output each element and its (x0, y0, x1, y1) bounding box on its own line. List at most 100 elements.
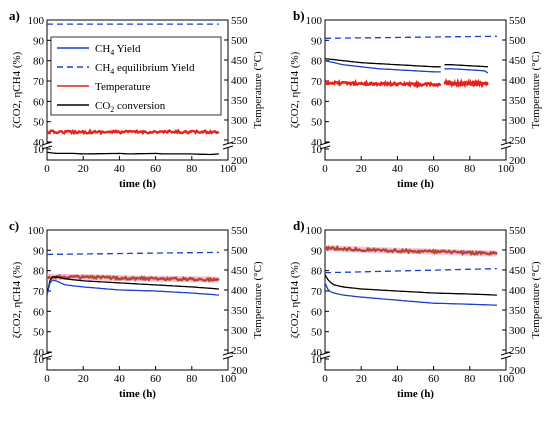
x-tick-label: 0 (322, 163, 328, 175)
axis-break-mask (320, 143, 330, 148)
x-tick-label: 100 (498, 163, 515, 175)
y-tick-label: 10 (33, 354, 45, 366)
y-tick-label: 80 (311, 266, 323, 278)
y2-tick-label: 500 (509, 245, 526, 257)
x-tick-label: 40 (114, 373, 126, 385)
y-tick-label: 50 (311, 327, 323, 339)
legend-label-main: CO (95, 100, 110, 112)
y2-tick-label: 350 (231, 95, 248, 107)
chart-panel-4: 0 20 40 60 80 1001040506070809010020025030035… (289, 218, 542, 400)
y2-tick-label: 350 (231, 305, 248, 317)
y2-tick-label: 300 (509, 115, 526, 127)
y2-tick-label: 550 (231, 225, 248, 237)
y-tick-label: 60 (311, 306, 323, 318)
y2-tick-label: 250 (231, 345, 248, 357)
y2-tick-label: 400 (509, 285, 526, 297)
y-tick-label: 70 (311, 286, 323, 298)
y-tick-label: 90 (311, 245, 323, 257)
x-tick-label: 40 (392, 373, 404, 385)
y2-axis-title: Temperature (°C) (530, 261, 542, 339)
x-tick-label: 0 (322, 373, 328, 385)
x-tick-label: 80 (464, 163, 476, 175)
x-tick-label: 20 (78, 163, 90, 175)
y-tick-label: 50 (33, 327, 45, 339)
y-tick-label: 40 (311, 347, 323, 359)
y-tick-label: 60 (33, 306, 45, 318)
y2-tick-label: 250 (509, 345, 526, 357)
y2-tick-label: 250 (509, 135, 526, 147)
series-line-co2-conversion (324, 274, 497, 296)
y-tick-label: 10 (33, 144, 45, 156)
series-line-co2-conversion (46, 276, 219, 296)
y2-tick-label: 200 (509, 155, 526, 167)
series-line-ch4-yield (324, 282, 497, 306)
y2-tick-label: 300 (509, 325, 526, 337)
y2-tick-label: 250 (231, 135, 248, 147)
chart-panel-3: 0 20 40 60 80 1001040506070809010020025030035… (9, 218, 264, 400)
y2-tick-label: 400 (231, 285, 248, 297)
legend-label-main: CH (95, 43, 110, 55)
x-tick-label: 20 (356, 163, 368, 175)
axis-break-mark (500, 141, 512, 146)
axis-break-mark (222, 145, 234, 150)
y2-tick-label: 200 (231, 365, 248, 377)
x-axis-title: time (h) (397, 388, 434, 400)
axis-break-mark (222, 351, 234, 356)
legend-label-tail: Yield (114, 43, 141, 55)
y-tick-label: 80 (311, 56, 323, 68)
y2-tick-label: 450 (231, 55, 248, 67)
x-tick-label: 80 (186, 163, 198, 175)
y-tick-label: 50 (33, 117, 45, 129)
series-line-co2-conversion-restart- (444, 64, 488, 68)
y-tick-label: 100 (306, 225, 323, 237)
x-tick-label: 100 (220, 163, 237, 175)
series-line-ch4-yield-restart- (444, 68, 489, 74)
y2-tick-label: 550 (231, 15, 248, 27)
y2-tick-label: 200 (509, 365, 526, 377)
panel-label: c) (9, 218, 19, 233)
x-tick-label: 60 (150, 373, 162, 385)
y-tick-label: 80 (33, 266, 45, 278)
series-line-temperature-restart- (443, 77, 489, 89)
legend-label: CO2 conversion (95, 100, 166, 114)
x-tick-label: 60 (150, 163, 162, 175)
series-line-co2-conversion (46, 151, 219, 156)
x-tick-label: 80 (186, 373, 198, 385)
series-line-ch4-equilibrium-yield (324, 267, 497, 274)
y-tick-label: 10 (311, 354, 323, 366)
axis-break-mark (41, 145, 53, 150)
y2-tick-label: 300 (231, 325, 248, 337)
x-tick-label: 40 (114, 163, 126, 175)
axis-break-mark (500, 145, 512, 150)
axis-break-mask (320, 353, 330, 358)
y2-axis-title: Temperature (°C) (530, 51, 542, 129)
y-tick-label: 70 (33, 76, 45, 88)
plot-frame (46, 229, 229, 371)
x-axis-title: time (h) (119, 388, 156, 400)
plot-frame (46, 19, 229, 161)
series-line-ch4-equilibrium-yield (325, 35, 497, 39)
y-tick-label: 90 (311, 35, 323, 47)
y2-tick-label: 400 (231, 75, 248, 87)
legend-label: CH4 equilibrium Yield (95, 62, 195, 76)
x-tick-label: 20 (356, 373, 368, 385)
y2-axis-title: Temperature (°C) (252, 51, 264, 129)
panel-label: a) (9, 8, 20, 23)
y2-tick-label: 550 (509, 15, 526, 27)
chart-panel-2: 0 20 40 60 80 1001040506070809010020025030035… (289, 8, 542, 190)
y2-tick-label: 500 (231, 245, 248, 257)
series-line-temperature (324, 78, 442, 89)
legend-label-main: CH (95, 62, 110, 74)
legend-label-tail: equilibrium Yield (114, 62, 195, 74)
y-tick-label: 40 (33, 347, 45, 359)
series-line-co2-conversion (324, 57, 441, 68)
x-tick-label: 40 (392, 163, 404, 175)
y2-tick-label: 550 (509, 225, 526, 237)
axis-break-mask (501, 353, 511, 358)
legend-label-tail: conversion (114, 100, 166, 112)
y-tick-label: 90 (33, 35, 45, 47)
legend-label-main: Temperature (95, 81, 151, 93)
y2-tick-label: 400 (509, 75, 526, 87)
